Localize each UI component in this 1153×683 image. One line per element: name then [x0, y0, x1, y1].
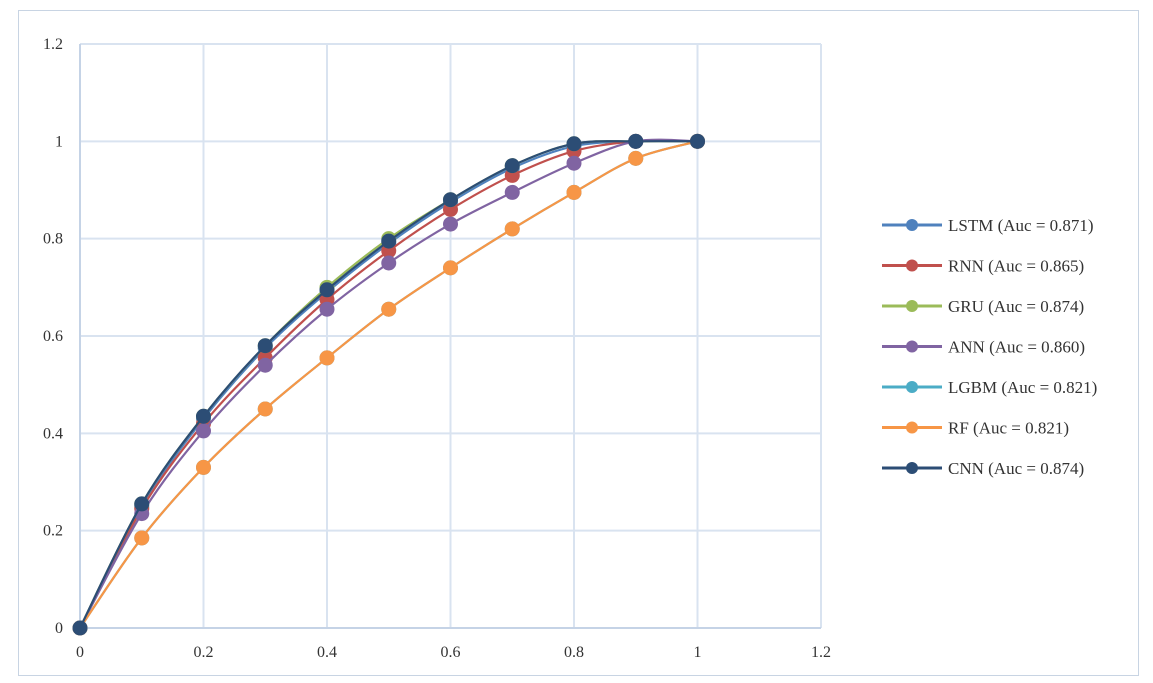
legend-marker — [906, 421, 918, 434]
series-gru — [72, 133, 705, 636]
series-lgbm — [72, 133, 705, 636]
y-tick-label: 1.2 — [43, 36, 63, 53]
legend-label: LGBM (Auc = 0.821) — [948, 378, 1097, 397]
x-tick-label: 0.2 — [194, 644, 214, 661]
axes — [79, 44, 821, 629]
x-tick-label: 0.6 — [441, 644, 461, 661]
legend-marker — [906, 462, 918, 474]
x-tick-label: 1 — [694, 644, 702, 661]
x-tick-label: 0 — [76, 644, 84, 661]
legend-label: LSTM (Auc = 0.871) — [948, 216, 1094, 235]
data-point — [72, 620, 88, 636]
legend-marker — [906, 300, 918, 312]
data-point — [443, 216, 458, 232]
series-line — [79, 139, 698, 629]
legend-marker — [906, 259, 918, 272]
series-line — [79, 140, 698, 629]
legend-label: RF (Auc = 0.821) — [948, 419, 1069, 438]
legend-marker — [906, 381, 918, 393]
y-tick-label: 0.2 — [43, 523, 63, 540]
data-point — [566, 184, 582, 200]
legend-marker — [906, 340, 918, 353]
legend-item: CNN (Auc = 0.874) — [882, 459, 1084, 478]
legend-item: LSTM (Auc = 0.871) — [882, 216, 1094, 235]
series-line — [79, 139, 698, 629]
series-cnn — [72, 133, 705, 636]
data-point — [319, 282, 335, 298]
data-point — [196, 423, 211, 439]
legend-item: LGBM (Auc = 0.821) — [882, 378, 1097, 397]
data-point — [628, 150, 644, 166]
legend-label: ANN (Auc = 0.860) — [948, 338, 1085, 357]
data-point — [504, 221, 520, 237]
x-tick-label: 0.8 — [564, 644, 584, 661]
y-tick-label: 0.4 — [43, 425, 63, 442]
x-tick-labels: 0 0.2 0.4 0.6 0.8 1 1.2 — [76, 644, 831, 661]
series-rnn — [72, 133, 705, 636]
data-point — [381, 255, 397, 271]
data-point — [196, 408, 211, 424]
grid — [80, 43, 822, 628]
y-tick-label: 0.6 — [43, 328, 63, 345]
series-group — [72, 133, 705, 636]
data-point — [504, 158, 520, 174]
x-tick-label: 1.2 — [811, 644, 831, 661]
legend-label: GRU (Auc = 0.874) — [948, 297, 1084, 316]
data-point — [257, 401, 273, 417]
y-tick-label: 0.8 — [43, 231, 63, 248]
series-line — [79, 140, 698, 629]
y-tick-labels: 0 0.2 0.4 0.6 0.8 1 1.2 — [43, 36, 63, 637]
data-point — [257, 338, 273, 354]
data-point — [443, 260, 458, 276]
series-line — [79, 138, 698, 629]
legend: LSTM (Auc = 0.871) RNN (Auc = 0.865) GRU (… — [882, 216, 1097, 478]
series-rf — [72, 133, 705, 636]
series-line — [79, 140, 698, 629]
legend-marker — [906, 219, 918, 231]
data-point — [319, 350, 335, 366]
data-point — [504, 184, 520, 200]
data-point — [134, 496, 150, 512]
data-point — [566, 136, 582, 152]
data-point — [257, 357, 273, 373]
data-point — [566, 155, 582, 171]
x-tick-label: 0.4 — [317, 644, 337, 661]
legend-label: CNN (Auc = 0.874) — [948, 459, 1084, 478]
legend-item: GRU (Auc = 0.874) — [882, 297, 1084, 316]
data-point — [443, 192, 458, 208]
data-point — [134, 530, 150, 546]
data-point — [196, 459, 211, 475]
data-point — [381, 233, 397, 249]
data-point — [690, 133, 705, 149]
legend-item: RF (Auc = 0.821) — [882, 419, 1069, 438]
legend-label: RNN (Auc = 0.865) — [948, 257, 1084, 276]
chart-frame — [18, 10, 1139, 676]
legend-item: ANN (Auc = 0.860) — [882, 338, 1085, 357]
series-line — [79, 140, 698, 629]
data-point — [319, 301, 335, 317]
data-point — [381, 301, 397, 317]
y-tick-label: 1 — [55, 133, 63, 150]
y-tick-label: 0 — [55, 620, 63, 637]
legend-item: RNN (Auc = 0.865) — [882, 257, 1084, 276]
series-ann — [72, 133, 705, 636]
series-lstm — [72, 133, 705, 636]
data-point — [628, 133, 644, 149]
